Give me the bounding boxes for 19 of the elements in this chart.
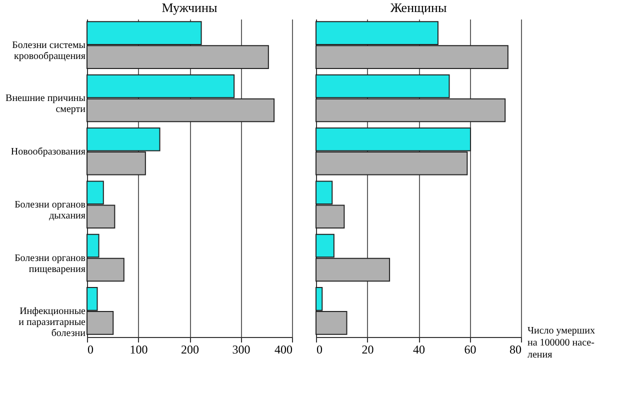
- y-tick-label: Новообразования: [10, 146, 86, 158]
- y-tick-label: Инфекционные и паразитарные болезни: [18, 306, 86, 339]
- x-tick-label: 20: [362, 342, 374, 356]
- x-tick-label: 100: [130, 342, 148, 356]
- x-tick-label: 80: [510, 342, 522, 356]
- chart-title: Женщины: [390, 0, 447, 15]
- x-tick-label: 0: [316, 342, 322, 356]
- x-axis-title: Число умерших на 100000 насе- ления: [528, 326, 595, 360]
- y-tick-label: Болезни системы кровообращения: [12, 40, 86, 62]
- y-tick-label: Внешние причины смерти: [6, 93, 86, 116]
- x-tick-label: 200: [181, 342, 199, 356]
- x-tick-label: 60: [464, 342, 476, 356]
- x-tick-label: 40: [413, 342, 425, 356]
- y-tick-label: Болезни органов пищеварения: [14, 252, 86, 275]
- x-tick-label: 0: [88, 342, 94, 356]
- x-tick-label: 400: [274, 342, 292, 356]
- chart-title: Мужчины: [162, 0, 218, 15]
- y-tick-label: Болезни органов дыхания: [14, 200, 86, 222]
- x-tick-label: 300: [232, 342, 250, 356]
